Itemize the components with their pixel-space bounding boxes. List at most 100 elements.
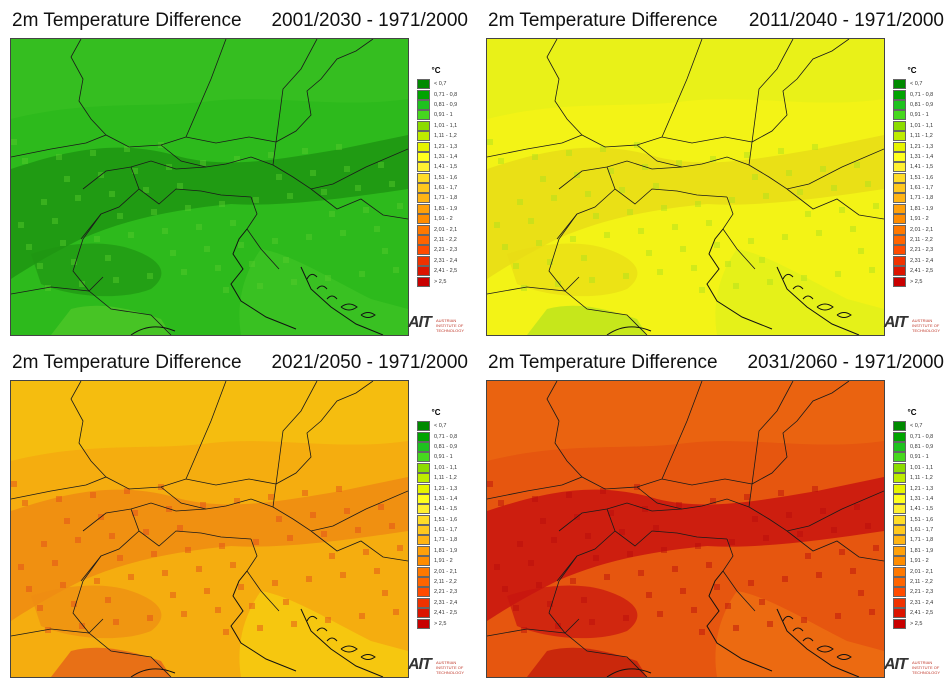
- legend-swatch: [417, 441, 430, 452]
- map-panel-3: 2m Temperature Difference 2021/2050 - 19…: [0, 342, 476, 684]
- legend-swatch: [893, 597, 906, 608]
- legend-label: 1,51 - 1,6: [434, 516, 458, 523]
- legend-swatch: [893, 172, 906, 183]
- legend-label: 1,11 - 1,2: [910, 475, 933, 482]
- legend-swatch: [417, 224, 430, 235]
- legend-item: 1,11 - 1,2: [893, 131, 951, 142]
- legend-swatch: [893, 214, 906, 225]
- ait-logo-mark: AIT: [884, 314, 908, 331]
- legend-swatch: [893, 120, 906, 131]
- legend-item: 1,61 - 1,7: [417, 183, 475, 194]
- legend-label: > 2,5: [910, 278, 923, 285]
- legend-item: 1,91 - 2: [893, 214, 951, 225]
- legend-unit: °C: [431, 66, 441, 75]
- legend-label: 1,11 - 1,2: [910, 133, 933, 140]
- legend-label: 2,21 - 2,3: [434, 589, 458, 596]
- legend-label: 0,81 - 0,9: [434, 101, 458, 108]
- legend-swatch: [893, 577, 906, 588]
- legend: °C < 0,7 0,71 - 0,8 0,81 - 0,9 0,91 - 1 1,01 …: [893, 66, 951, 287]
- ait-logo-mark: AIT: [408, 314, 432, 331]
- legend-swatch: [417, 618, 430, 629]
- legend-item: 1,01 - 1,1: [893, 462, 951, 473]
- legend-label: > 2,5: [910, 620, 923, 627]
- legend-item: 1,81 - 1,9: [893, 203, 951, 214]
- legend-swatch: [417, 79, 430, 90]
- legend-item: > 2,5: [893, 276, 951, 287]
- legend-item: 0,91 - 1: [417, 110, 475, 121]
- legend-label: 2,41 - 2,5: [434, 610, 458, 617]
- legend-swatch: [893, 266, 906, 277]
- legend-item: 2,41 - 2,5: [893, 608, 951, 619]
- panel-period: 2001/2030 - 1971/2000: [271, 10, 468, 31]
- legend-swatch: [893, 162, 906, 173]
- legend-item: 1,71 - 1,8: [417, 193, 475, 204]
- legend-label: 2,21 - 2,3: [910, 589, 934, 596]
- legend-label: 1,71 - 1,8: [910, 537, 934, 544]
- legend-item: 2,21 - 2,3: [893, 587, 951, 598]
- legend-swatch: [893, 131, 906, 142]
- legend-item: 1,41 - 1,5: [893, 162, 951, 173]
- legend-item: 1,71 - 1,8: [893, 535, 951, 546]
- legend-item: 0,81 - 0,9: [417, 441, 475, 452]
- panel-title-label: 2m Temperature Difference: [488, 10, 718, 31]
- legend-label: 1,21 - 1,3: [910, 143, 934, 150]
- legend-swatch: [893, 203, 906, 214]
- legend: °C < 0,7 0,71 - 0,8 0,81 - 0,9 0,91 - 1 1,01 …: [417, 408, 475, 629]
- map-canvas: [487, 381, 884, 677]
- legend-item: 2,21 - 2,3: [417, 587, 475, 598]
- legend-swatch: [417, 514, 430, 525]
- legend-label: 1,31 - 1,4: [434, 153, 458, 160]
- ait-logo: AIT AUSTRIAN INSTITUTE OF TECHNOLOGY: [408, 654, 474, 676]
- legend-item: 1,41 - 1,5: [893, 504, 951, 515]
- legend-swatch: [893, 618, 906, 629]
- panel-title-label: 2m Temperature Difference: [488, 352, 718, 373]
- legend-item: 0,91 - 1: [893, 452, 951, 463]
- legend-item: 0,71 - 0,8: [417, 431, 475, 442]
- legend-label: 2,01 - 2,1: [910, 226, 934, 233]
- ait-logo-text: AUSTRIAN INSTITUTE OF TECHNOLOGY: [912, 660, 941, 675]
- map-canvas: [11, 39, 408, 335]
- legend-label: 2,41 - 2,5: [434, 268, 458, 275]
- legend-swatch: [893, 525, 906, 536]
- legend-label: 0,91 - 1: [910, 454, 929, 461]
- legend-swatch: [417, 245, 430, 256]
- legend-label: 1,91 - 2: [434, 216, 453, 223]
- legend-item: 1,51 - 1,6: [893, 514, 951, 525]
- legend-swatch: [417, 577, 430, 588]
- legend-swatch: [417, 473, 430, 484]
- legend-label: 1,31 - 1,4: [434, 495, 458, 502]
- legend-item: < 0,7: [893, 421, 951, 432]
- legend-label: < 0,7: [434, 81, 447, 88]
- legend-label: 1,61 - 1,7: [434, 527, 458, 534]
- panel-title: 2m Temperature Difference 2031/2060 - 19…: [488, 352, 948, 376]
- legend-swatch: [417, 276, 430, 287]
- legend-label: 1,41 - 1,5: [434, 164, 458, 171]
- legend-item: 1,61 - 1,7: [417, 525, 475, 536]
- map-panel-1: 2m Temperature Difference 2001/2030 - 19…: [0, 0, 476, 342]
- legend-label: 1,61 - 1,7: [910, 527, 934, 534]
- legend-label: 1,01 - 1,1: [910, 464, 934, 471]
- legend-label: 2,11 - 2,2: [434, 237, 457, 244]
- map-panel-4: 2m Temperature Difference 2031/2060 - 19…: [476, 342, 952, 684]
- legend-swatch: [893, 421, 906, 432]
- legend-swatch: [417, 120, 430, 131]
- legend-item: 1,01 - 1,1: [417, 462, 475, 473]
- temperature-map: [486, 380, 885, 678]
- legend-label: 2,31 - 2,4: [910, 599, 934, 606]
- legend-swatch: [417, 162, 430, 173]
- legend-item: 2,11 - 2,2: [893, 577, 951, 588]
- legend-label: 1,71 - 1,8: [434, 537, 458, 544]
- legend-item: 2,01 - 2,1: [417, 566, 475, 577]
- legend-item: 2,21 - 2,3: [417, 245, 475, 256]
- ait-logo: AIT AUSTRIAN INSTITUTE OF TECHNOLOGY: [408, 312, 474, 334]
- legend-swatch: [893, 566, 906, 577]
- legend-item: 2,31 - 2,4: [893, 255, 951, 266]
- panel-title-label: 2m Temperature Difference: [12, 352, 242, 373]
- legend-item: 1,01 - 1,1: [417, 120, 475, 131]
- legend-label: 1,21 - 1,3: [434, 485, 458, 492]
- legend-swatch: [893, 245, 906, 256]
- legend-label: 1,01 - 1,1: [434, 464, 458, 471]
- legend-item: 2,31 - 2,4: [417, 597, 475, 608]
- ait-logo-text: AUSTRIAN INSTITUTE OF TECHNOLOGY: [436, 660, 465, 675]
- legend-unit: °C: [907, 66, 917, 75]
